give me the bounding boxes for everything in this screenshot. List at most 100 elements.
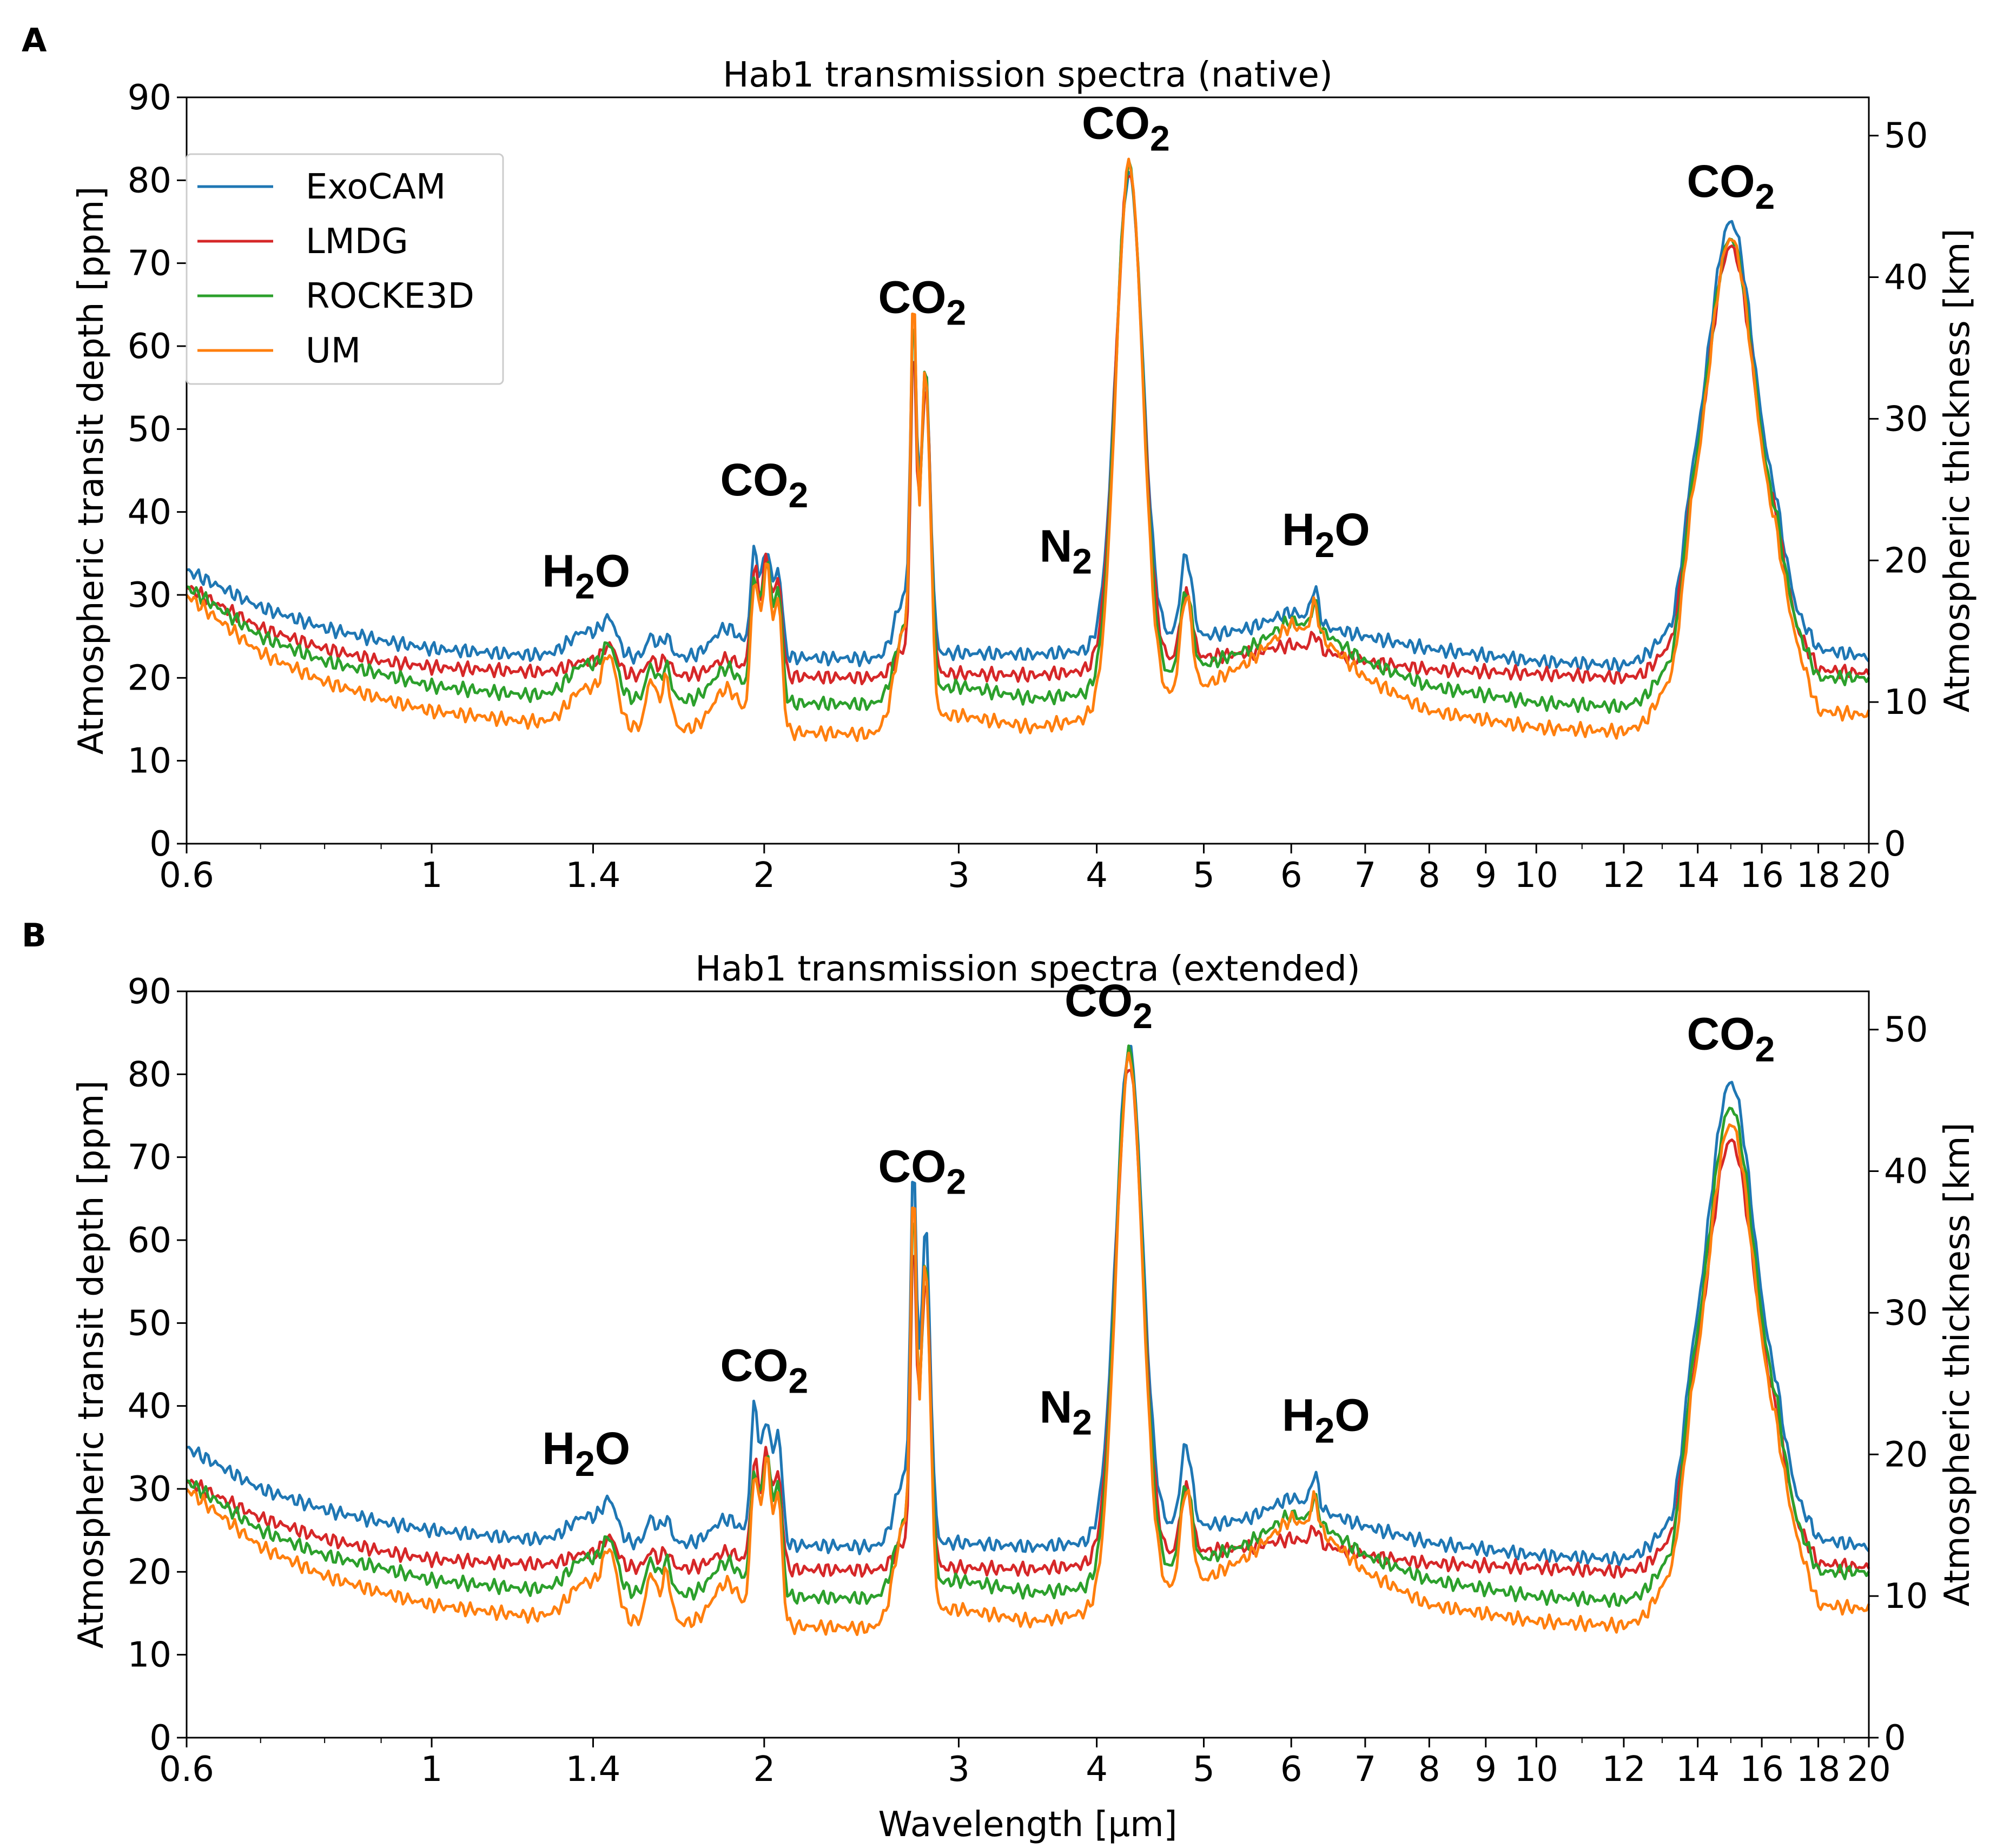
- x-tick-label: 1.4: [566, 856, 621, 896]
- annotation-main: CO: [720, 1340, 788, 1391]
- annotation-main: CO: [878, 272, 947, 323]
- y-tick-label: 50: [128, 1303, 171, 1343]
- y2-axis-label: Atmospheric thickness [km]: [1938, 1123, 1978, 1607]
- y-tick-label: 50: [128, 409, 171, 449]
- y-tick-label: 20: [128, 658, 171, 698]
- x-tick-label: 5: [1193, 1750, 1215, 1790]
- y-tick-label: 80: [128, 1055, 171, 1095]
- annotation-molecule: CO2: [878, 1141, 967, 1202]
- annotation-main: H: [1282, 1390, 1315, 1441]
- x-tick-label: 2: [753, 856, 775, 896]
- y-axis-label: Atmospheric transit depth [ppm]: [71, 187, 111, 755]
- x-tick-label: 10: [1515, 856, 1558, 896]
- legend-box: [186, 153, 504, 385]
- x-tick-label: 20: [1847, 856, 1890, 896]
- annotation-main: N: [1040, 521, 1073, 572]
- annotation-molecule: N2: [1040, 1381, 1092, 1442]
- x-tick-label: 10: [1515, 1750, 1558, 1790]
- annotation-subscript: 2: [788, 475, 808, 515]
- panel-a: Hab1 transmission spectra (native) 0.6 1 1…: [71, 55, 1978, 896]
- x-tick-label: 14: [1676, 856, 1720, 896]
- y2-tick-label: 30: [1884, 1293, 1928, 1333]
- series-line-um: [186, 157, 1870, 743]
- y-tick-label: 70: [128, 1138, 171, 1178]
- annotation-tail: O: [595, 546, 630, 597]
- y-tick-label: 10: [128, 1635, 171, 1675]
- annotation-tail: O: [595, 1423, 630, 1474]
- x-tick-label: 14: [1676, 1750, 1720, 1790]
- annotation-molecule: N2: [1040, 521, 1092, 581]
- series-line-rocke3d: [186, 1044, 1870, 1608]
- x-tick-label: 1.4: [566, 1750, 621, 1790]
- legend: ExoCAM LMDG ROCKE3D UM: [186, 153, 504, 385]
- y-tick-label: 90: [128, 78, 171, 118]
- annotation-main: N: [1040, 1381, 1073, 1432]
- annotation-molecule: CO2: [1687, 156, 1775, 216]
- annotation-subscript: 2: [1315, 525, 1335, 565]
- annotation-main: CO: [720, 454, 788, 505]
- y2-tick-label: 50: [1884, 116, 1928, 156]
- x-tick-label: 12: [1602, 1750, 1645, 1790]
- annotation-subscript: 2: [1072, 541, 1092, 581]
- annotation-molecule: CO2: [1082, 98, 1170, 158]
- y2-tick-label: 20: [1884, 541, 1928, 581]
- x-tick-label: 20: [1847, 1750, 1890, 1790]
- x-tick-label: 18: [1796, 1750, 1840, 1790]
- y-tick-label: 60: [128, 327, 171, 367]
- panel-letter-a: A: [22, 22, 47, 59]
- series-line-lmdg: [186, 1069, 1870, 1579]
- y2-tick-label: 20: [1884, 1435, 1928, 1475]
- y2-tick-label: 40: [1884, 258, 1928, 298]
- x-tick-label: 2: [753, 1750, 775, 1790]
- x-axis-label: Wavelength [μm]: [878, 1805, 1178, 1845]
- annotation-subscript: 2: [947, 293, 967, 333]
- panel-b-title: Hab1 transmission spectra (extended): [695, 949, 1360, 989]
- y2-tick-label: 10: [1884, 683, 1928, 723]
- annotation-subscript: 2: [575, 1443, 595, 1483]
- y2-axis-label: Atmospheric thickness [km]: [1938, 229, 1978, 713]
- annotation-molecule: H2O: [1282, 504, 1370, 565]
- x-tick-label: 4: [1086, 856, 1108, 896]
- annotation-subscript: 2: [1150, 118, 1170, 158]
- x-tick-label: 4: [1086, 1750, 1108, 1790]
- y-tick-label: 90: [128, 972, 171, 1012]
- annotation-main: CO: [1687, 156, 1755, 207]
- series-group: [186, 157, 1870, 743]
- annotation-subscript: 2: [1133, 996, 1153, 1036]
- annotation-main: H: [542, 546, 575, 597]
- y2-tick-label: 50: [1884, 1010, 1928, 1050]
- panel-letter-b: B: [22, 917, 47, 955]
- y-tick-label: 70: [128, 244, 171, 284]
- y-tick-label: 80: [128, 161, 171, 201]
- x-tick-label: 5: [1193, 856, 1215, 896]
- x-tick-label: 16: [1740, 1750, 1783, 1790]
- annotation-molecule: H2O: [1282, 1390, 1370, 1450]
- x-tick-label: 3: [948, 1750, 970, 1790]
- y-tick-label: 0: [149, 824, 171, 864]
- y2-tick-label: 10: [1884, 1577, 1928, 1617]
- y-tick-label: 10: [128, 741, 171, 781]
- panel-a-title: Hab1 transmission spectra (native): [723, 55, 1333, 95]
- annotation-subscript: 2: [947, 1162, 967, 1202]
- panel-b: Hab1 transmission spectra (extended) 0.6…: [71, 949, 1978, 1790]
- panel-b-plot-area: 0.6 1 1.4 2 3 4 5 6 7 8 9 10 12 14 16 18 200102030405060…: [71, 972, 1978, 1790]
- y-tick-label: 40: [128, 493, 171, 533]
- series-line-lmdg: [186, 175, 1870, 686]
- annotation-subscript: 2: [1315, 1410, 1335, 1450]
- annotation-molecule: CO2: [878, 272, 967, 333]
- x-tick-label: 6: [1280, 1750, 1303, 1790]
- x-tick-label: 3: [948, 856, 970, 896]
- axes-frame: [186, 96, 1870, 845]
- axes-frame: [186, 990, 1870, 1739]
- y-tick-label: 60: [128, 1221, 171, 1261]
- y2-tick-label: 40: [1884, 1152, 1928, 1192]
- series-line-um: [186, 1051, 1870, 1637]
- annotation-subscript: 2: [1755, 1029, 1775, 1069]
- x-tick-label: 12: [1602, 856, 1645, 896]
- series-group: [186, 1044, 1870, 1637]
- y-axis-label: Atmospheric transit depth [ppm]: [71, 1081, 111, 1649]
- x-tick-label: 9: [1475, 1750, 1497, 1790]
- x-tick-label: 0.6: [159, 856, 214, 896]
- legend-label-exocam: ExoCAM: [306, 167, 446, 207]
